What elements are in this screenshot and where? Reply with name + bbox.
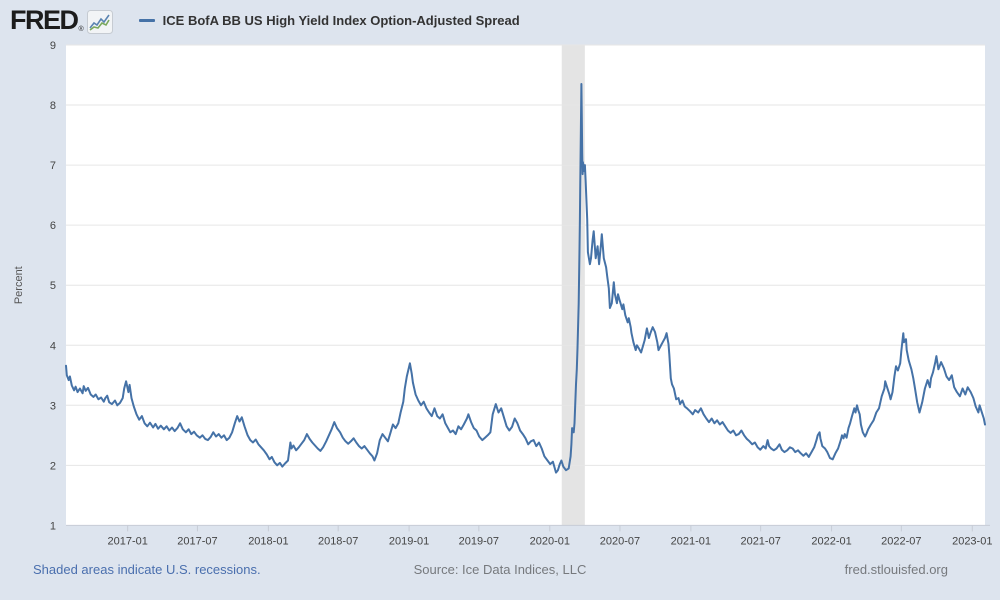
y-tick-label: 2 [50, 460, 56, 472]
y-tick-label: 5 [50, 280, 56, 292]
fred-logo-text: FRED [10, 4, 79, 35]
x-tick-label: 2017-01 [107, 535, 147, 547]
x-tick-label: 2017-07 [177, 535, 217, 547]
x-tick-label: 2018-01 [248, 535, 288, 547]
y-tick-label: 8 [50, 100, 56, 112]
x-tick-label: 2022-01 [811, 535, 851, 547]
x-tick-label: 2019-01 [389, 535, 429, 547]
y-tick-label: 3 [50, 400, 56, 412]
y-tick-label: 4 [50, 340, 56, 352]
y-tick-label: 7 [50, 160, 56, 172]
chart-footer: Shaded areas indicate U.S. recessions. S… [0, 560, 1000, 582]
y-tick-label: 9 [50, 40, 56, 52]
source-text: Source: Ice Data Indices, LLC [413, 562, 587, 577]
chart-header: FRED ® ICE BofA BB US High Yield Index Op… [0, 0, 1000, 40]
x-tick-label: 2018-07 [318, 535, 358, 547]
y-axis-title: Percent [13, 266, 25, 304]
series-legend: ICE BofA BB US High Yield Index Option-A… [138, 12, 520, 28]
x-tick-label: 2020-07 [600, 535, 640, 547]
spread-line-chart[interactable]: 1 2 3 4 5 6 7 8 9 2017-01 2017-07 2018-01 2018-07 201… [0, 40, 1000, 555]
x-tick-label: 2020-01 [530, 535, 570, 547]
x-tick-label: 2021-01 [671, 535, 711, 547]
sparkline-icon [86, 9, 113, 34]
series-line [65, 83, 986, 474]
y-tick-label: 6 [50, 220, 56, 232]
x-tick-label: 2023-01 [952, 535, 992, 547]
fred-registered-mark: ® [78, 25, 84, 33]
fred-site-link[interactable]: fred.stlouisfed.org [844, 562, 948, 577]
x-tick-label: 2021-07 [740, 535, 780, 547]
legend-line-swatch [138, 18, 155, 22]
legend-label: ICE BofA BB US High Yield Index Option-A… [162, 12, 520, 28]
recession-note-link[interactable]: Shaded areas indicate U.S. recessions. [33, 562, 261, 577]
x-tick-label: 2019-07 [459, 535, 499, 547]
x-tick-label: 2022-07 [881, 535, 921, 547]
y-tick-label: 1 [50, 520, 56, 532]
fred-logo[interactable]: FRED ® [10, 4, 113, 35]
